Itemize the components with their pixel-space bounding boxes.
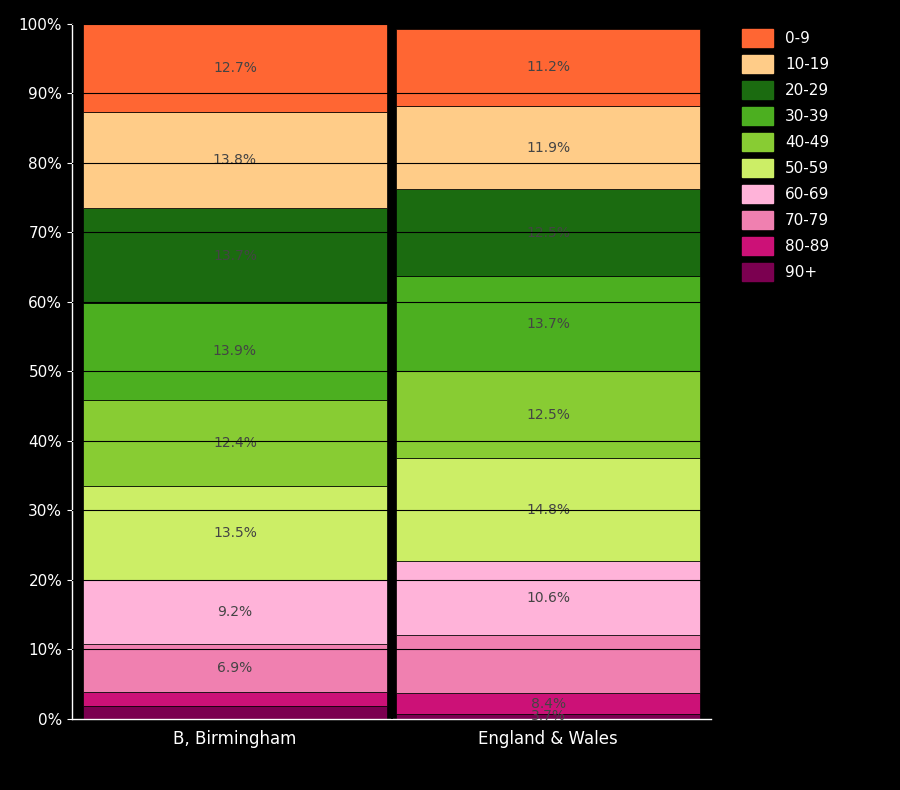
Text: 14.8%: 14.8% [526, 502, 570, 517]
Text: 10.6%: 10.6% [526, 591, 570, 605]
Bar [396, 276, 700, 371]
Text: 13.9%: 13.9% [213, 344, 256, 359]
Bar [83, 303, 387, 400]
Text: 12.4%: 12.4% [213, 436, 256, 450]
Text: 9.2%: 9.2% [217, 605, 252, 619]
Text: 12.5%: 12.5% [526, 408, 570, 422]
Bar [396, 561, 700, 635]
Bar [83, 644, 387, 692]
Text: 13.8%: 13.8% [213, 153, 256, 167]
Bar [83, 486, 387, 580]
Bar [396, 28, 700, 107]
Text: 3.7%: 3.7% [531, 709, 565, 724]
Bar [83, 692, 387, 705]
Bar [396, 189, 700, 276]
Bar [396, 714, 700, 719]
Text: 11.2%: 11.2% [526, 61, 570, 74]
Bar [396, 458, 700, 561]
Text: 12.5%: 12.5% [526, 226, 570, 239]
Bar [396, 693, 700, 714]
Text: 8.4%: 8.4% [531, 697, 566, 711]
Bar [396, 371, 700, 458]
Legend: 0-9, 10-19, 20-29, 30-39, 40-49, 50-59, 60-69, 70-79, 80-89, 90+: 0-9, 10-19, 20-29, 30-39, 40-49, 50-59, … [738, 24, 834, 286]
Bar [83, 24, 387, 112]
Bar [83, 705, 387, 719]
Text: 13.5%: 13.5% [213, 526, 256, 540]
Text: 13.7%: 13.7% [213, 249, 256, 262]
Bar [83, 580, 387, 644]
Text: 11.9%: 11.9% [526, 141, 571, 155]
Text: 6.9%: 6.9% [217, 660, 253, 675]
Text: 13.7%: 13.7% [526, 317, 570, 331]
Bar [396, 635, 700, 693]
Text: 12.7%: 12.7% [213, 61, 256, 75]
Bar [83, 400, 387, 486]
Bar [83, 112, 387, 208]
Bar [396, 107, 700, 189]
Bar [83, 208, 387, 303]
